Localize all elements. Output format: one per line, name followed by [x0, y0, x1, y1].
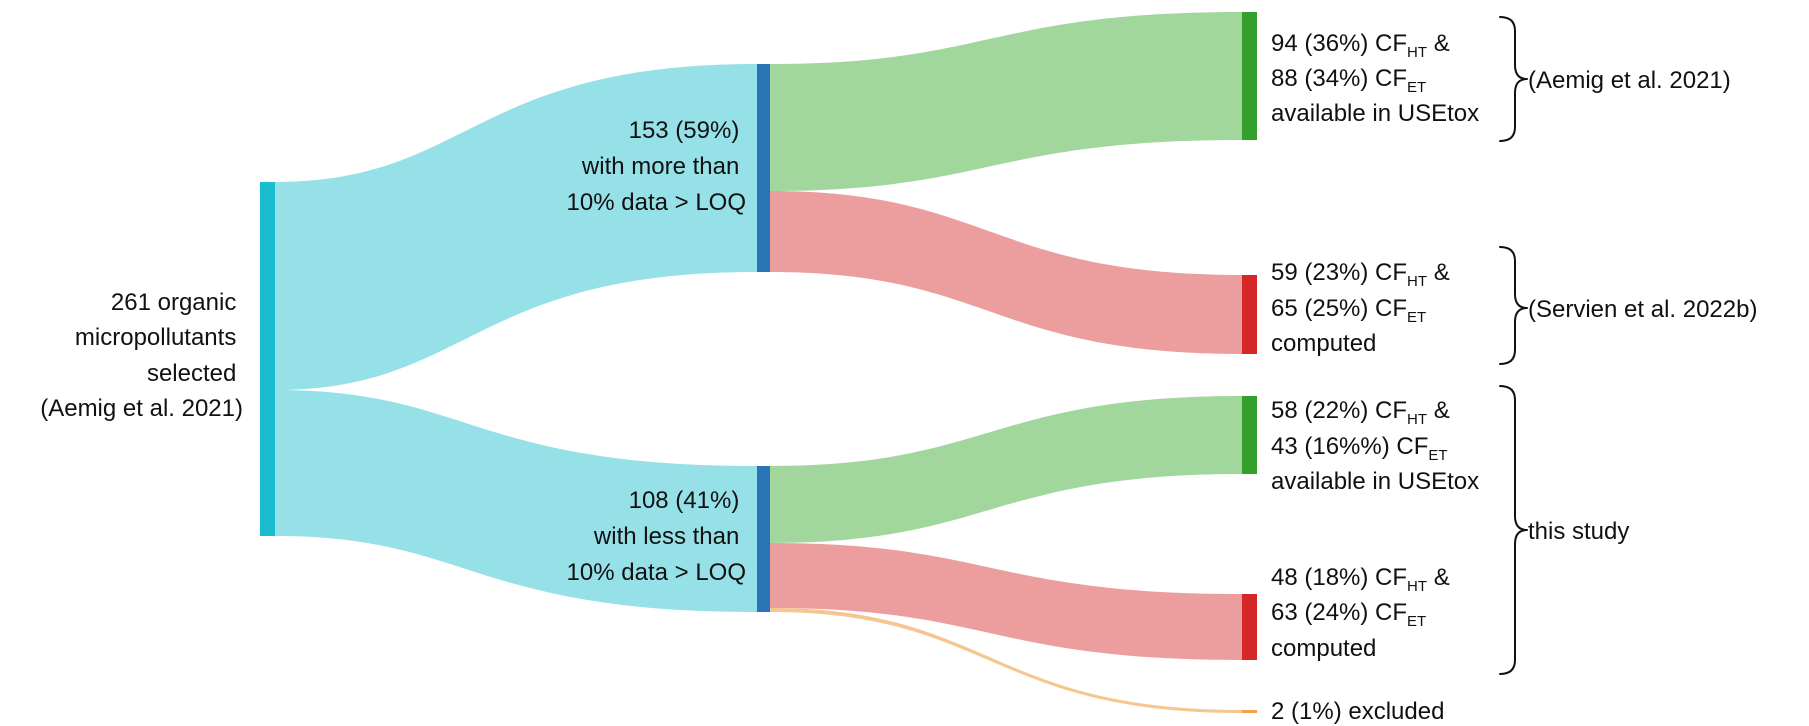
label-target-2: 59 (23%) CFHT & 65 (25%) CFET computed	[1271, 259, 1456, 357]
flow-less-than-to-computed	[770, 543, 1242, 660]
label-source: 261 organic micropollutants selected (Ae…	[40, 289, 243, 422]
flows	[275, 12, 1242, 713]
node-computed-1	[1242, 275, 1257, 354]
label-more-than-line-1: 153 (59%)	[629, 117, 740, 144]
label-target-1: 94 (36%) CFHT & 88 (34%) CFET available …	[1271, 30, 1479, 127]
label-less-than-line-2: with less than	[593, 523, 739, 550]
flow-less-than-to-usetox	[770, 396, 1242, 543]
label-source-line-4: (Aemig et al. 2021)	[40, 395, 243, 422]
label-more-than: 153 (59%) with more than 10% data > LOQ	[567, 117, 746, 216]
label-target-4: 48 (18%) CFHT & 63 (24%) CFET computed	[1271, 564, 1456, 662]
label-target-3: 58 (22%) CFHT & 43 (16%%) CFET available…	[1271, 397, 1479, 495]
node-source	[260, 182, 275, 536]
label-source-line-2: micropollutants	[75, 324, 236, 351]
flow-more-than-to-usetox	[770, 12, 1242, 191]
node-computed-2	[1242, 594, 1257, 660]
node-usetox-1	[1242, 12, 1257, 140]
node-usetox-2	[1242, 396, 1257, 474]
group-label-aemig: (Aemig et al. 2021)	[1528, 67, 1731, 94]
label-source-line-1: 261 organic	[111, 289, 236, 316]
flow-source-to-more-than	[275, 64, 757, 390]
t1-line-3: available in USEtox	[1271, 100, 1479, 127]
t2-line-1: 59 (23%) CFHT &	[1271, 259, 1450, 290]
label-excluded: 2 (1%) excluded	[1271, 698, 1444, 725]
label-less-than-line-1: 108 (41%)	[629, 487, 740, 514]
flow-more-than-to-computed	[770, 191, 1242, 354]
t2-line-2: 65 (25%) CFET	[1271, 295, 1426, 326]
label-more-than-line-3: 10% data > LOQ	[567, 189, 746, 216]
t4-line-3: computed	[1271, 635, 1376, 662]
node-excluded	[1242, 710, 1257, 713]
node-more-than	[757, 64, 770, 272]
group-label-this-study: this study	[1528, 518, 1629, 545]
t1-line-1: 94 (36%) CFHT &	[1271, 30, 1450, 61]
label-less-than-line-3: 10% data > LOQ	[567, 559, 746, 586]
flow-source-to-less-than	[275, 390, 757, 612]
label-source-line-3: selected	[147, 360, 236, 387]
brace-aemig	[1499, 16, 1528, 142]
t3-line-1: 58 (22%) CFHT &	[1271, 397, 1450, 428]
brace-servien	[1499, 246, 1528, 365]
node-less-than	[757, 466, 770, 612]
t3-line-2: 43 (16%%) CFET	[1271, 433, 1448, 464]
braces	[1499, 16, 1528, 675]
t4-line-1: 48 (18%) CFHT &	[1271, 564, 1450, 595]
t4-line-2: 63 (24%) CFET	[1271, 599, 1426, 630]
label-less-than: 108 (41%) with less than 10% data > LOQ	[567, 487, 746, 586]
label-more-than-line-2: with more than	[581, 153, 739, 180]
t1-line-2: 88 (34%) CFET	[1271, 65, 1426, 96]
nodes	[260, 12, 1257, 713]
t3-line-3: available in USEtox	[1271, 468, 1479, 495]
t2-line-3: computed	[1271, 330, 1376, 357]
group-label-servien: (Servien et al. 2022b)	[1528, 296, 1757, 323]
brace-this-study	[1499, 385, 1528, 675]
